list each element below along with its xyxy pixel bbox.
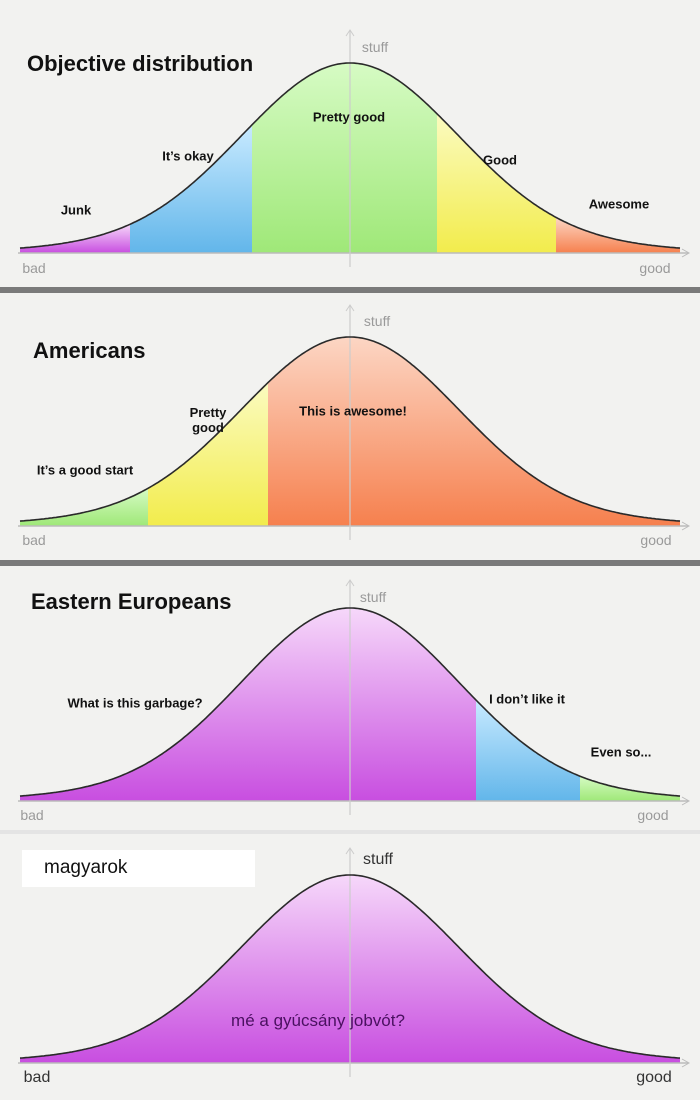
bell-curve: [19, 62, 681, 249]
panel-title: Eastern Europeans: [31, 589, 232, 614]
curve-segment: [148, 382, 268, 526]
x-min-label: bad: [22, 532, 46, 548]
segment-label: mé a gyúcsány jobvót?: [231, 1011, 405, 1030]
y-axis-label: stuff: [361, 39, 389, 55]
curve-segment: [20, 488, 148, 526]
curve-segment: [556, 217, 680, 253]
curve-segment: [20, 224, 130, 253]
segment-label: It’s a good start: [36, 462, 134, 478]
x-arrow: [681, 248, 691, 258]
x-arrow: [681, 1058, 691, 1068]
separator: [0, 560, 700, 566]
segment-label: Even so...: [590, 744, 652, 760]
curve-segment: [268, 337, 680, 526]
bell-curve: [19, 336, 681, 522]
y-arrow: [345, 579, 355, 587]
y-arrow: [345, 304, 355, 312]
x-arrow: [681, 521, 691, 531]
x-max-label: good: [636, 1069, 672, 1086]
segment-label: I don’t like it: [489, 691, 565, 707]
segment-label: Awesome: [588, 196, 650, 212]
curve-segment: [437, 113, 556, 253]
segment-label: What is this garbage?: [67, 695, 203, 711]
segment-label: Pretty good: [312, 109, 386, 125]
x-arrow: [681, 796, 691, 806]
segment-label: It’s okay: [162, 148, 214, 164]
y-arrow: [345, 29, 355, 37]
x-min-label: bad: [23, 1069, 51, 1086]
bell-curve: [19, 874, 681, 1059]
curve-segment: [252, 63, 437, 253]
separator: [0, 830, 700, 834]
title-box: [22, 850, 255, 887]
x-max-label: good: [637, 807, 669, 823]
curve-segment: [476, 700, 580, 801]
segment-label: Pretty good: [189, 405, 227, 435]
y-arrow: [345, 847, 355, 855]
x-min-label: bad: [22, 260, 46, 276]
segment-label: Good: [483, 152, 517, 168]
panel-title: Americans: [33, 338, 146, 363]
panel-title: magyarok: [44, 857, 128, 878]
x-min-label: bad: [20, 807, 44, 823]
segment-label: This is awesome!: [299, 403, 407, 419]
curve-segment: [580, 776, 680, 801]
y-axis-label: stuff: [363, 851, 393, 868]
bell-curve: [19, 607, 681, 797]
y-axis-label: stuff: [359, 589, 387, 605]
x-max-label: good: [640, 532, 672, 548]
separator: [0, 287, 700, 293]
curve-segment: [20, 608, 476, 801]
y-axis-label: stuff: [363, 313, 391, 329]
x-max-label: good: [639, 260, 671, 276]
panel-title: Objective distribution: [27, 51, 254, 76]
segment-label: Junk: [60, 202, 92, 218]
